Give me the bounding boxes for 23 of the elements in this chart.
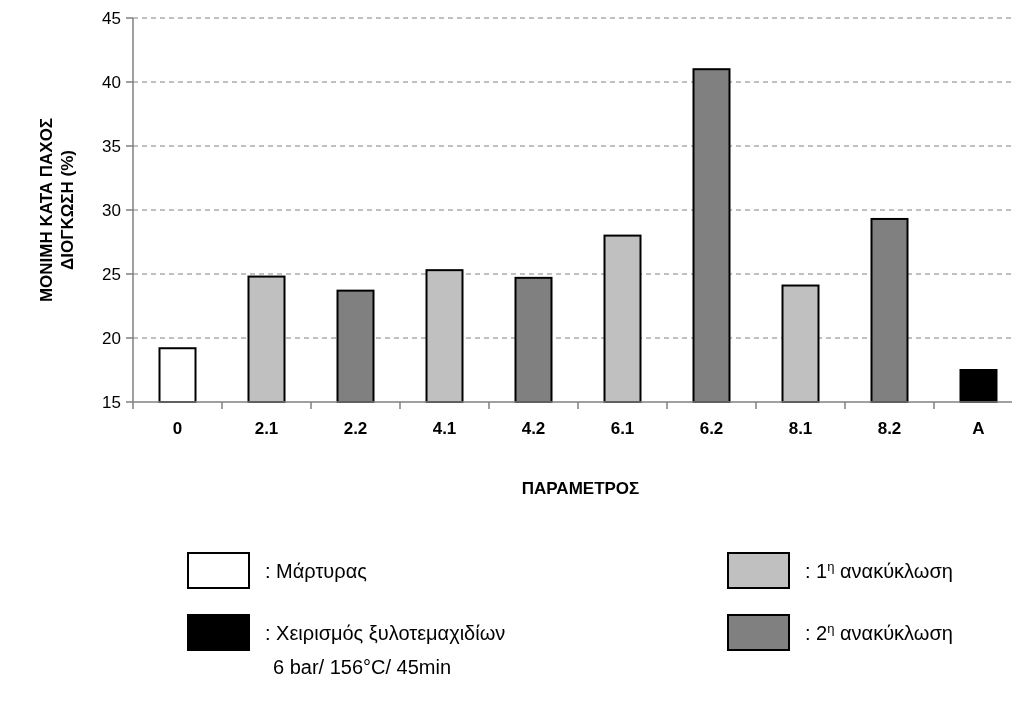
x-tick-label: 6.2 [699,419,724,438]
legend-label: : 2$^{η}$ ανακύκλωση [805,620,953,644]
x-tick-label: 4.1 [432,419,457,438]
y-tick-label: 15 [102,392,121,412]
y-tick-label: 25 [102,264,121,284]
y-tick-label: 20 [102,328,121,348]
y-axis-title: ΜΟΝΙΜΗ ΚΑΤΑ ΠΑΧΟΣ ΔΙΟΓΚΩΣΗ (%) [37,117,77,303]
legend-label: : Χειρισμός ξυλοτεμαχιδίων 6 bar/ 156°C/ 45min [265,622,506,678]
x-tick-label: 8.1 [788,419,813,438]
y-tick-label: 35 [102,136,121,156]
y-tick-label: 45 [102,8,121,28]
x-tick-label: 2.2 [343,419,368,438]
legend-label: : 1$^{η}$ ανακύκλωση [805,558,953,582]
legend-label: : Μάρτυρας [265,560,368,582]
x-axis-title: ΠΑΡΑΜΕΤΡΟΣ [521,479,640,498]
x-tick-label: 8.2 [877,419,902,438]
x-tick-label: 6.1 [610,419,635,438]
x-tick-label: 0 [172,419,183,438]
x-tick-label: A [972,419,985,438]
y-tick-label: 40 [102,72,121,92]
x-tick-label: 4.2 [521,419,546,438]
x-tick-label: 2.1 [254,419,279,438]
y-tick-label: 30 [102,200,121,220]
